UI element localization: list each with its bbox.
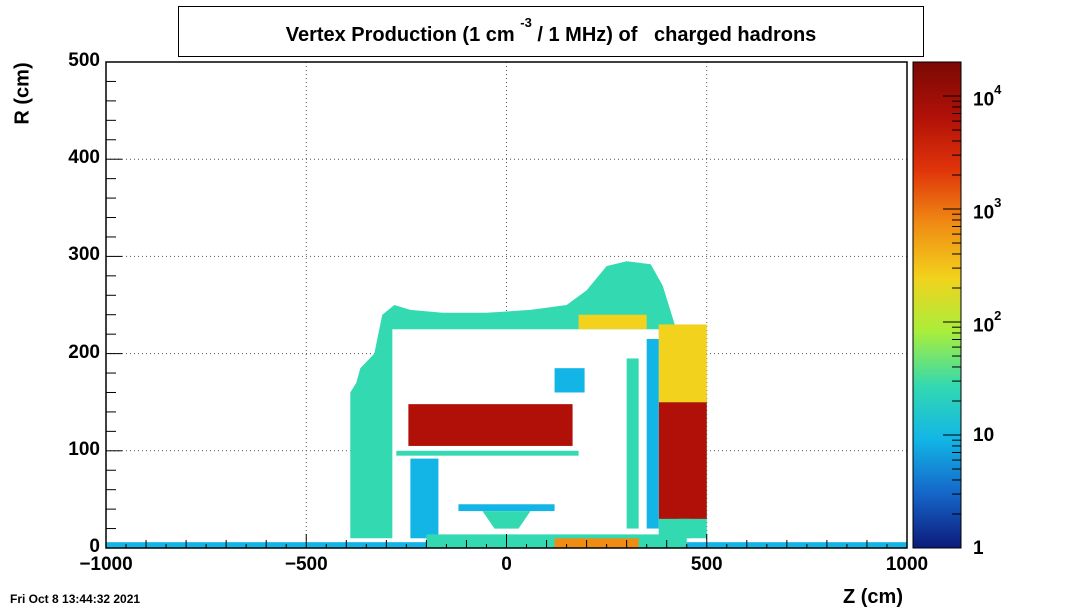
timestamp: Fri Oct 8 13:44:32 2021 — [10, 592, 141, 606]
x-tick-label: 0 — [501, 554, 512, 575]
x-axis-label: Z (cm) — [843, 586, 903, 608]
y-tick-label: 0 — [89, 536, 100, 557]
colorbar-tick-label: 10 — [973, 425, 995, 446]
x-tick-label: −1000 — [79, 554, 133, 575]
region-endcap-post — [626, 358, 639, 529]
y-axis-label: R (cm) — [11, 62, 34, 125]
y-tick-label: 500 — [68, 50, 100, 71]
x-tick-label: 1000 — [885, 554, 929, 575]
region-beampipe-cone — [482, 511, 531, 529]
heatmap-regions — [106, 261, 907, 548]
region-barrel-hot-block — [408, 404, 573, 446]
colorbar-tick-label: 103 — [973, 195, 1002, 224]
title-superscript: -3 — [520, 15, 532, 30]
region-forward-gradient — [658, 324, 707, 403]
colorbar — [912, 61, 962, 549]
region-endcap-vertical — [678, 518, 691, 539]
y-tick-label: 400 — [68, 147, 100, 169]
colorbar-tick-label: 1 — [973, 538, 984, 559]
colorbar-tick-label: 104 — [973, 82, 1002, 111]
chart-title: Vertex Production (1 cm -3 / 1 MHz) of c… — [178, 6, 924, 57]
region-tracker-stripes — [410, 458, 439, 539]
colorbar-scale — [912, 61, 962, 549]
region-small-detector — [554, 368, 585, 393]
region-forward-hot-band — [658, 402, 707, 519]
y-tick-label: 300 — [68, 244, 100, 266]
colorbar-tick-label: 102 — [973, 308, 1002, 337]
region-beam-hotspot — [554, 538, 639, 548]
region-endcap-post-2 — [646, 339, 659, 529]
title-particle: charged hadrons — [654, 24, 817, 46]
y-tick-label: 100 — [68, 438, 100, 460]
region-calorimeter-top — [578, 314, 647, 330]
title-main-a: Vertex Production (1 cm — [285, 24, 515, 46]
x-tick-label: −500 — [284, 554, 328, 575]
x-tick-label: 500 — [690, 554, 723, 575]
region-barrel-support-bar — [396, 450, 579, 456]
y-tick-label: 200 — [68, 341, 100, 363]
axis-ticks — [105, 61, 908, 549]
region-inner-ring — [458, 504, 555, 512]
title-main-b: / 1 MHz) of — [537, 24, 638, 46]
